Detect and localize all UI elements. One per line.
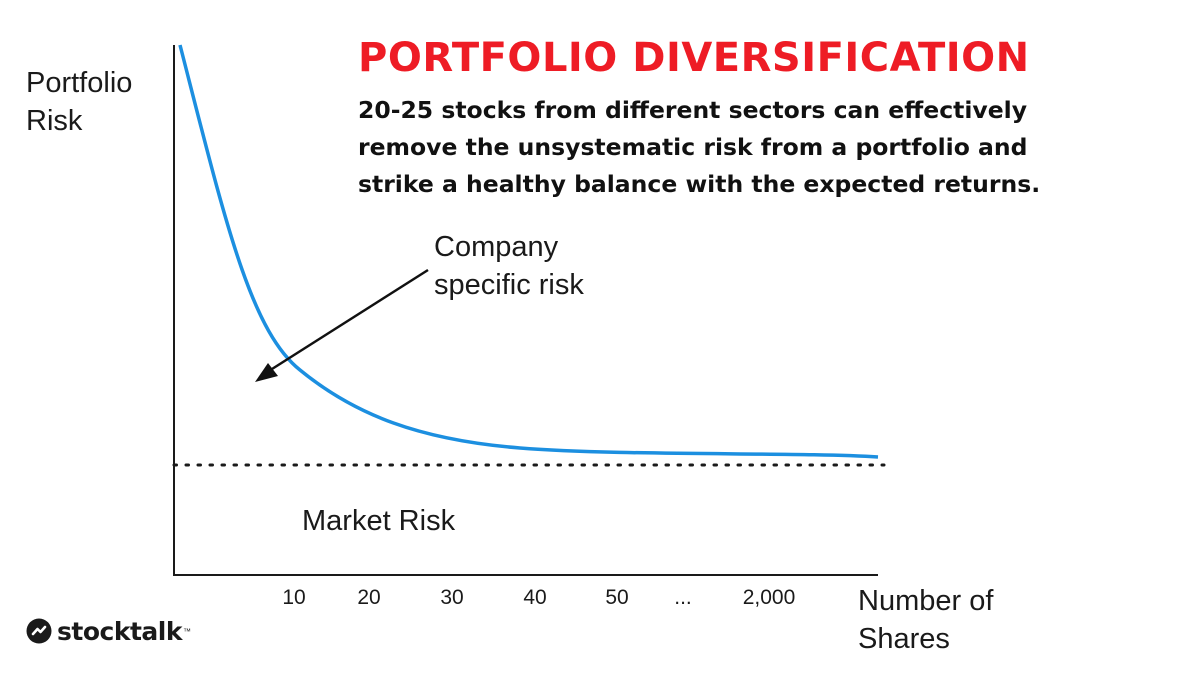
brand-trademark: ™	[182, 626, 191, 636]
y-axis-label-line-1: Portfolio	[26, 67, 133, 99]
x-axis-label-line-2: Shares	[858, 623, 950, 655]
subtitle-line-3: strike a healthy balance with the expect…	[358, 170, 1041, 198]
annotation-label-line-1: Company	[434, 231, 559, 263]
x-tick-label: 50	[605, 586, 629, 609]
annotation-arrow-line	[271, 268, 429, 371]
x-axis-label-line-1: Number of	[858, 585, 994, 617]
chart-title: PORTFOLIO DIVERSIFICATION	[358, 35, 1030, 81]
stocktalk-logo: stocktalk ™	[26, 618, 191, 644]
x-tick-label: 20	[357, 586, 381, 609]
brand-name: stocktalk	[57, 616, 182, 646]
subtitle-line-1: 20-25 stocks from different sectors can …	[358, 96, 1028, 124]
x-tick-label: 10	[282, 586, 306, 609]
x-axis-label: Number of Shares	[858, 582, 993, 658]
x-tick-label: 2,000	[742, 586, 796, 609]
y-axis-label-line-2: Risk	[26, 105, 83, 137]
annotation-arrow-head	[255, 363, 278, 382]
stocktalk-logo-icon	[26, 618, 52, 644]
annotation-label: Company specific risk	[434, 228, 584, 304]
subtitle-line-2: remove the unsystematic risk from a port…	[358, 133, 1028, 161]
risk-curve	[178, 44, 879, 459]
x-tick-label: 40	[523, 586, 547, 609]
market-risk-label: Market Risk	[302, 505, 456, 537]
x-tick-label: 30	[440, 586, 464, 609]
annotation-label-line-2: specific risk	[434, 269, 584, 301]
chart-subtitle: 20-25 stocks from different sectors can …	[358, 92, 1158, 203]
y-axis-label: Portfolio Risk	[26, 64, 132, 140]
x-tick-label: ...	[674, 586, 692, 609]
